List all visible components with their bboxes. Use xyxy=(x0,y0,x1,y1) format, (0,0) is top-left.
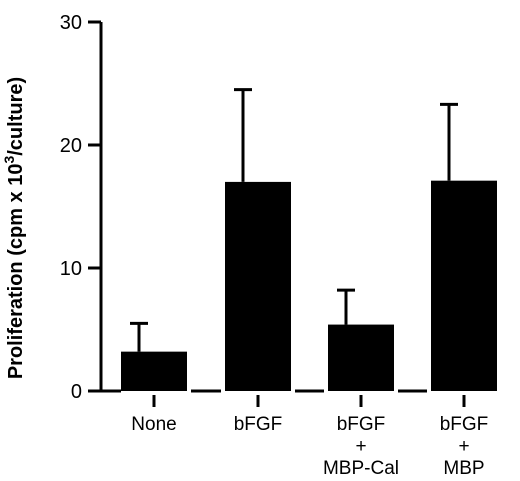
bars xyxy=(121,180,497,391)
y-axis-label: Proliferation (cpm x 103/culture) xyxy=(1,77,27,379)
y-tick-label: 20 xyxy=(60,135,82,157)
y-tick-label: 30 xyxy=(60,12,82,34)
y-axis-label-prefix: Proliferation (cpm x 10 xyxy=(5,164,27,380)
category-label: MBP xyxy=(443,458,484,479)
error-bars xyxy=(130,88,458,352)
x-axis xyxy=(101,389,466,407)
bar xyxy=(121,351,187,391)
bar xyxy=(225,181,291,391)
y-axis: 0 10 20 30 xyxy=(60,12,103,403)
category-label: bFGF xyxy=(337,414,386,435)
y-tick-label: 10 xyxy=(60,258,82,280)
category-label: + xyxy=(355,436,366,457)
y-tick-label: 0 xyxy=(71,381,82,403)
y-axis-label-superscript: 3 xyxy=(1,156,17,164)
category-label: bFGF xyxy=(440,414,489,435)
bar xyxy=(431,180,497,391)
bar xyxy=(328,324,394,391)
y-axis-label-suffix: /culture) xyxy=(5,77,27,156)
category-label: None xyxy=(131,414,176,435)
category-label: bFGF xyxy=(234,414,283,435)
category-label: MBP-Cal xyxy=(323,458,399,479)
category-label: + xyxy=(458,436,469,457)
